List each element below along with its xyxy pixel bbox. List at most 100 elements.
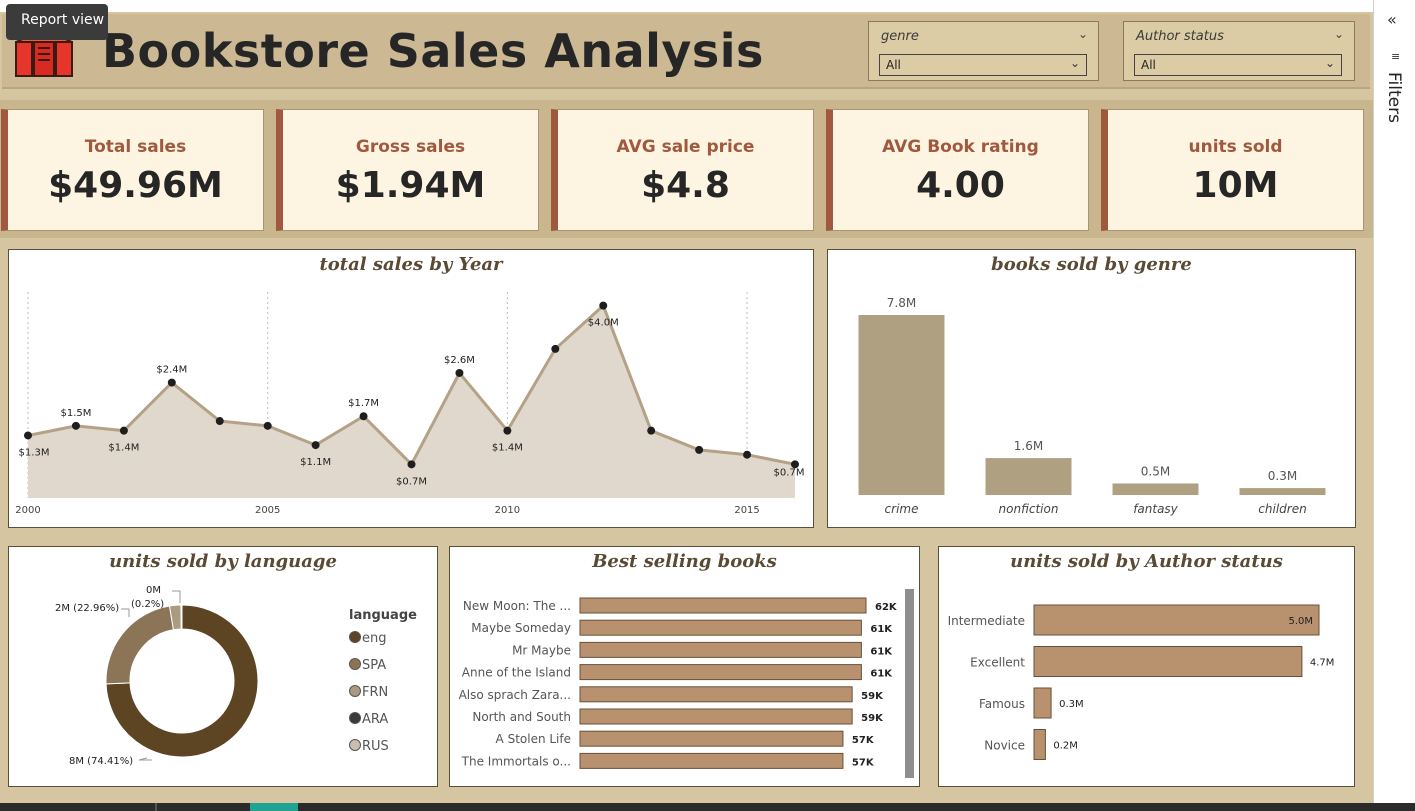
chevron-down-icon[interactable]: ⌄ [1077, 27, 1088, 41]
header-banner: Bookstore Sales Analysis genre ⌄ All ⌄ A… [2, 14, 1370, 89]
bar [579, 619, 862, 636]
genre-slicer-label: genre [881, 29, 919, 44]
category-label: Excellent [970, 656, 1025, 670]
bar [579, 730, 844, 747]
chevron-down-icon[interactable]: ⌄ [1069, 56, 1080, 70]
category-label: children [1258, 502, 1306, 516]
data-point [743, 450, 752, 459]
report-canvas: Bookstore Sales Analysis genre ⌄ All ⌄ A… [0, 0, 1373, 803]
filter-icon: ≡ [1391, 50, 1401, 63]
data-point [71, 421, 80, 430]
callout-line [138, 757, 152, 761]
kpi-card-avg-sale-price[interactable]: AVG sale price $4.8 [551, 109, 814, 231]
genre-slicer[interactable]: genre ⌄ All ⌄ [868, 21, 1099, 81]
sales-by-year-card[interactable]: 2000 2005 2010 2015 $1.3M $1.5M $1.4M $2.4M $1.1… [8, 249, 814, 528]
genre-dropdown[interactable]: All ⌄ [879, 54, 1087, 76]
author-status-slicer[interactable]: Author status ⌄ All ⌄ [1123, 21, 1355, 81]
data-point [791, 460, 799, 469]
callout-label: 2M (22.96%) [55, 603, 119, 614]
kpi-label: Gross sales [355, 137, 466, 157]
donut-slice [180, 604, 183, 630]
data-label: $0.7M [774, 467, 805, 478]
bar [1239, 488, 1326, 495]
collapse-pane-icon[interactable]: « [1387, 10, 1397, 29]
books-by-genre-card[interactable]: 7.8M crime 1.6M nonfiction 0.5M fantasy 0.3M ch… [827, 249, 1356, 528]
units-by-author-status-chart[interactable]: Intermediate 5.0M Excellent 4.7M Famous 0.3M N… [939, 547, 1356, 788]
data-point [24, 431, 32, 440]
active-page-tab[interactable] [250, 803, 298, 811]
kpi-label: units sold [1188, 137, 1283, 157]
data-label: 61K [870, 646, 893, 657]
data-label: 1.6M [1014, 439, 1043, 453]
scrollbar-thumb [905, 589, 914, 778]
data-point [359, 412, 368, 421]
top-strip [0, 0, 1373, 12]
kpi-band: Total sales $49.96M Gross sales $1.94M A… [0, 100, 1373, 238]
legend-label: FRN [362, 685, 388, 700]
kpi-card-units-sold[interactable]: units sold 10M [1101, 109, 1364, 231]
chart-title: Best selling books [592, 551, 777, 572]
data-point [263, 421, 272, 430]
data-label: $1.5M [60, 408, 91, 419]
category-label: A Stolen Life [496, 732, 571, 746]
data-point [695, 445, 704, 454]
bar [1033, 604, 1320, 636]
legend-title: language [349, 608, 417, 623]
kpi-card-total-sales[interactable]: Total sales $49.96M [1, 109, 264, 231]
data-label: 61K [870, 669, 893, 680]
chevron-down-icon[interactable]: ⌄ [1333, 27, 1344, 41]
units-by-language-card[interactable]: 8M (74.41%) 2M (22.96%) 0M (0.2%) language en… [8, 546, 438, 787]
bar [579, 597, 867, 614]
legend-label: eng [362, 631, 387, 646]
author-status-dropdown[interactable]: All ⌄ [1134, 54, 1342, 76]
filters-pane-label[interactable]: Filters [1384, 72, 1404, 123]
category-label: Also sprach Zara... [459, 688, 571, 702]
filters-pane[interactable]: « ≡ Filters [1373, 0, 1415, 803]
data-label: $2.4M [156, 365, 187, 376]
kpi-value: $49.96M [48, 165, 223, 206]
category-label: Anne of the Island [462, 666, 571, 680]
bar [1033, 729, 1046, 760]
kpi-card-gross-sales[interactable]: Gross sales $1.94M [276, 109, 539, 231]
x-tick-label: 2000 [15, 505, 40, 516]
data-label: 5.0M [1288, 616, 1313, 627]
data-label: 62K [875, 602, 898, 613]
kpi-value: 4.00 [916, 165, 1005, 206]
best-selling-books-chart[interactable]: New Moon: The ... 62K Maybe Someday 61K Mr M… [450, 547, 921, 788]
bar [985, 458, 1072, 495]
data-label: 0.3M [1268, 469, 1297, 483]
units-by-language-chart[interactable]: 8M (74.41%) 2M (22.96%) 0M (0.2%) language en… [9, 547, 439, 788]
tooltip-caret [7, 12, 13, 24]
legend-marker [349, 685, 361, 697]
legend-marker [349, 739, 361, 751]
callout-label: (0.2%) [131, 599, 164, 610]
data-label: 61K [870, 624, 893, 635]
data-label: $1.7M [348, 398, 379, 409]
data-point [503, 426, 512, 435]
bar [858, 315, 945, 495]
data-label: $1.4M [492, 443, 523, 454]
bar [1112, 483, 1199, 495]
data-label: 7.8M [887, 296, 916, 310]
legend-marker [349, 631, 361, 643]
kpi-value: $1.94M [335, 165, 486, 206]
data-label: 0.2M [1053, 741, 1078, 752]
legend-label: ARA [362, 712, 388, 727]
units-by-author-status-card[interactable]: Intermediate 5.0M Excellent 4.7M Famous 0.3M N… [938, 546, 1355, 787]
x-tick-label: 2010 [495, 505, 520, 516]
kpi-value: 10M [1192, 165, 1279, 206]
kpi-label: AVG Book rating [882, 137, 1039, 157]
books-by-genre-chart[interactable]: 7.8M crime 1.6M nonfiction 0.5M fantasy 0.3M ch… [828, 250, 1357, 529]
best-selling-books-card[interactable]: New Moon: The ... 62K Maybe Someday 61K Mr M… [449, 546, 920, 787]
bar [1033, 646, 1303, 677]
category-label: nonfiction [999, 502, 1059, 516]
callout-label: 8M (74.41%) [69, 756, 133, 767]
donut-slice [105, 604, 259, 758]
data-label: $1.4M [108, 443, 139, 454]
callout-label: 0M [146, 585, 161, 596]
kpi-card-avg-book-rating[interactable]: AVG Book rating 4.00 [826, 109, 1089, 231]
kpi-label: AVG sale price [616, 137, 755, 157]
sales-by-year-chart[interactable]: 2000 2005 2010 2015 $1.3M $1.5M $1.4M $2.4M $1.1… [9, 250, 815, 529]
chevron-down-icon[interactable]: ⌄ [1324, 56, 1335, 70]
chart-title: total sales by Year [319, 254, 503, 275]
